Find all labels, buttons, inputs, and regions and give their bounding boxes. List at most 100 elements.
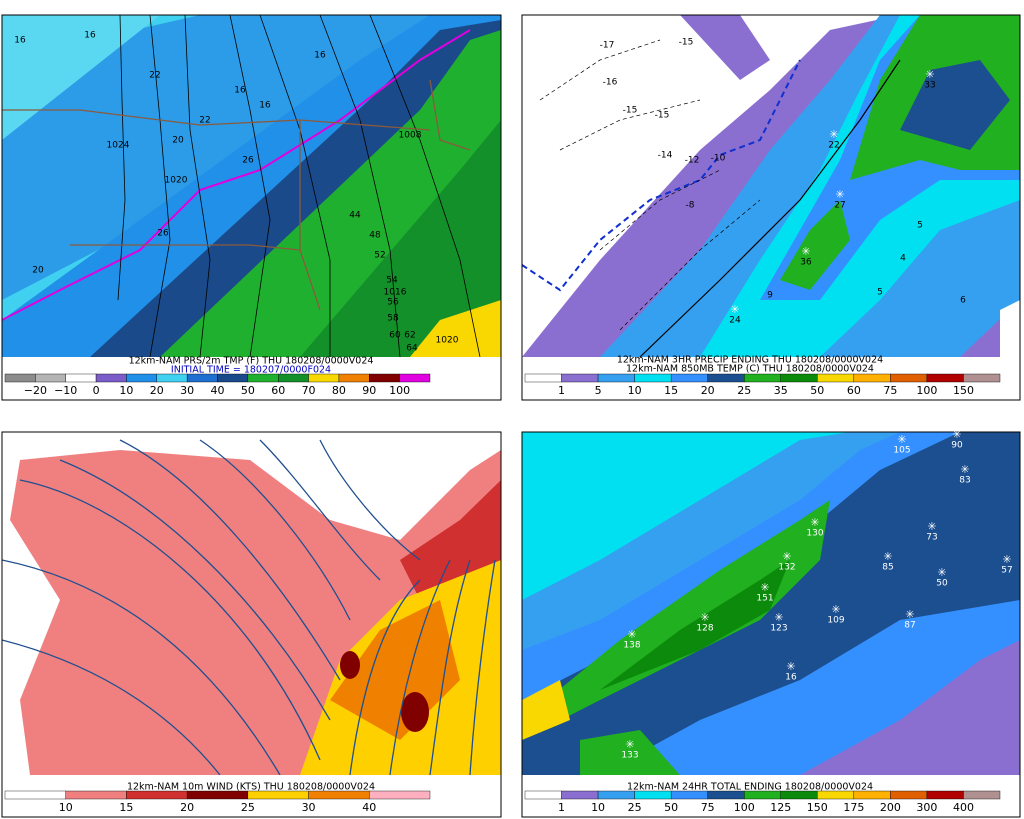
overlays: 12km-NAM PRS/2m TMP (F) THU 180208/0000V…: [4, 31, 1013, 814]
station-star: ✳: [897, 433, 906, 446]
station-star: ✳: [782, 550, 791, 563]
colorbar-swatch: [186, 373, 218, 383]
station-star: ✳: [952, 428, 961, 441]
title-strip: [92, 775, 411, 786]
colorbar-label: 100: [734, 801, 755, 814]
map-label: 16: [234, 86, 246, 96]
map-total: [522, 432, 1020, 775]
map-label: 22: [828, 141, 839, 151]
colorbar-swatch: [780, 790, 818, 800]
colorbar-swatch: [524, 790, 562, 800]
station-star: ✳: [774, 611, 783, 624]
colorbar-label: 75: [883, 384, 897, 397]
map-label: 20: [172, 136, 184, 146]
panel-title: INITIAL TIME = 180207/0000F024: [171, 365, 331, 376]
map-label: 48: [369, 231, 381, 241]
colorbar-label: 125: [770, 801, 791, 814]
station-star: ✳: [627, 628, 636, 641]
colorbar-label: 1: [558, 384, 565, 397]
station-star: ✳: [829, 128, 838, 141]
colorbar-label: −20: [24, 384, 47, 397]
map-label: 4: [900, 254, 906, 264]
colorbar-label: 1: [558, 801, 565, 814]
colorbar-label: 40: [362, 801, 376, 814]
map-label: -15: [623, 106, 638, 116]
panel-title: 12km-NAM 3HR PRECIP ENDING THU 180208/00…: [617, 355, 883, 366]
colorbar-label: 20: [150, 384, 164, 397]
station-star: ✳: [831, 603, 840, 616]
station-star: ✳: [730, 303, 739, 316]
map-label: -17: [600, 41, 615, 51]
map-label: 1020: [436, 336, 459, 346]
map-label: -8: [686, 201, 695, 211]
colorbar-swatch: [597, 790, 635, 800]
colorbar-swatch: [597, 373, 635, 383]
colorbar-swatch: [126, 790, 188, 800]
colorbar-swatch: [853, 790, 891, 800]
map-label: -12: [685, 156, 700, 166]
station-star: ✳: [927, 520, 936, 533]
colorbar-label: 50: [810, 384, 824, 397]
map-label: 1008: [399, 131, 422, 141]
station-star: ✳: [786, 660, 795, 673]
map-label: 60: [389, 331, 401, 341]
colorbar-label: −10: [54, 384, 77, 397]
colorbar-swatch: [780, 373, 818, 383]
colorbar-label: 10: [591, 801, 605, 814]
map-label: -15: [655, 111, 670, 121]
map-label: 20: [32, 266, 44, 276]
colorbar-label: 20: [180, 801, 194, 814]
colorbar-label: 10: [119, 384, 133, 397]
colorbar-label: 25: [628, 801, 642, 814]
colorbar-swatch: [65, 373, 97, 383]
station-star: ✳: [760, 581, 769, 594]
map-label: 128: [696, 624, 713, 634]
map-label: 16: [314, 51, 326, 61]
map-label: 36: [800, 258, 812, 268]
colorbar-label: 15: [119, 801, 133, 814]
map-label: 56: [387, 298, 399, 308]
colorbar-label: 150: [953, 384, 974, 397]
map-label: 109: [827, 616, 844, 626]
station-star: ✳: [700, 611, 709, 624]
colorbar-swatch: [817, 373, 855, 383]
colorbar-swatch: [35, 373, 66, 383]
colorbar-label: 200: [880, 801, 901, 814]
colorbar-swatch: [853, 373, 891, 383]
map-label: 52: [374, 251, 385, 261]
colorbar-label: 0: [93, 384, 100, 397]
panel-title: 12km-NAM 24HR TOTAL ENDING 180208/0000V0…: [627, 782, 873, 793]
map-label: 1020: [165, 176, 188, 186]
colorbar-swatch: [926, 373, 964, 383]
station-star: ✳: [883, 550, 892, 563]
map-label: 73: [926, 533, 937, 543]
map-label: 1024: [107, 141, 130, 151]
map-label: 24: [729, 316, 741, 326]
colorbar-label: 50: [241, 384, 255, 397]
colorbar-label: 150: [807, 801, 828, 814]
colorbar-swatch: [247, 790, 309, 800]
map-label: 87: [904, 621, 915, 631]
colorbar-swatch: [744, 373, 781, 383]
colorbar-label: 175: [843, 801, 864, 814]
map-label: 130: [806, 529, 823, 539]
colorbar-swatch: [707, 373, 745, 383]
colorbar-label: 30: [302, 801, 316, 814]
frames: [1, 14, 1021, 818]
map-label: -15: [679, 38, 694, 48]
map-label: 16: [14, 36, 26, 46]
colorbar-label: 5: [595, 384, 602, 397]
colorbar-label: 300: [916, 801, 937, 814]
colorbar-label: 100: [389, 384, 410, 397]
colorbar-swatch: [963, 790, 1001, 800]
map-label: 16: [84, 31, 96, 41]
colorbar-label: 90: [362, 384, 376, 397]
map-label: -14: [658, 151, 673, 161]
station-star: ✳: [801, 245, 810, 258]
colorbar-label: 400: [953, 801, 974, 814]
colorbar-label: 20: [701, 384, 715, 397]
colorbar-swatch: [156, 373, 188, 383]
colorbar-swatch: [524, 373, 562, 383]
panel-title: 12km-NAM 10m WIND (KTS) THU 180208/0000V…: [127, 782, 375, 793]
colorbar-label: 60: [271, 384, 285, 397]
